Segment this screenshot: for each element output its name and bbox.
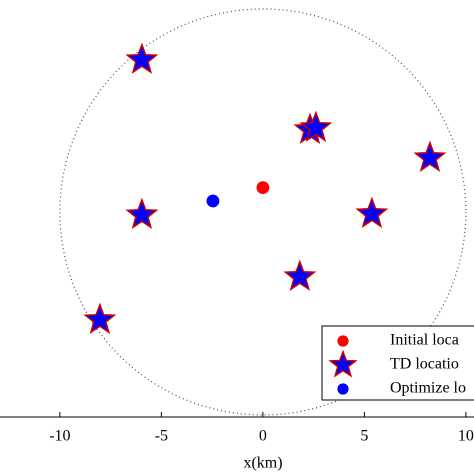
star-marker	[283, 259, 317, 291]
star-marker	[299, 110, 333, 142]
legend-label: Initial loca	[390, 332, 459, 349]
dot-marker	[206, 194, 220, 208]
star-marker	[125, 42, 159, 74]
dot-marker	[256, 181, 270, 194]
star-marker	[355, 196, 389, 229]
star-marker	[328, 349, 358, 378]
star-marker	[125, 197, 159, 230]
x-tick-label: -5	[155, 428, 168, 445]
legend-label: TD locatio	[390, 356, 459, 373]
dot-marker	[337, 335, 349, 347]
range-circle	[59, 8, 467, 416]
x-tick-label: -10	[49, 428, 70, 445]
x-tick-label: 0	[259, 428, 267, 445]
legend-label: Optimize lo	[390, 380, 466, 397]
star-marker	[413, 140, 447, 172]
x-axis-label: x(km)	[243, 455, 282, 472]
star-marker	[83, 302, 117, 335]
dot-marker	[337, 383, 349, 395]
x-tick-label: 5	[360, 428, 368, 445]
x-tick-label: 10	[458, 428, 474, 445]
